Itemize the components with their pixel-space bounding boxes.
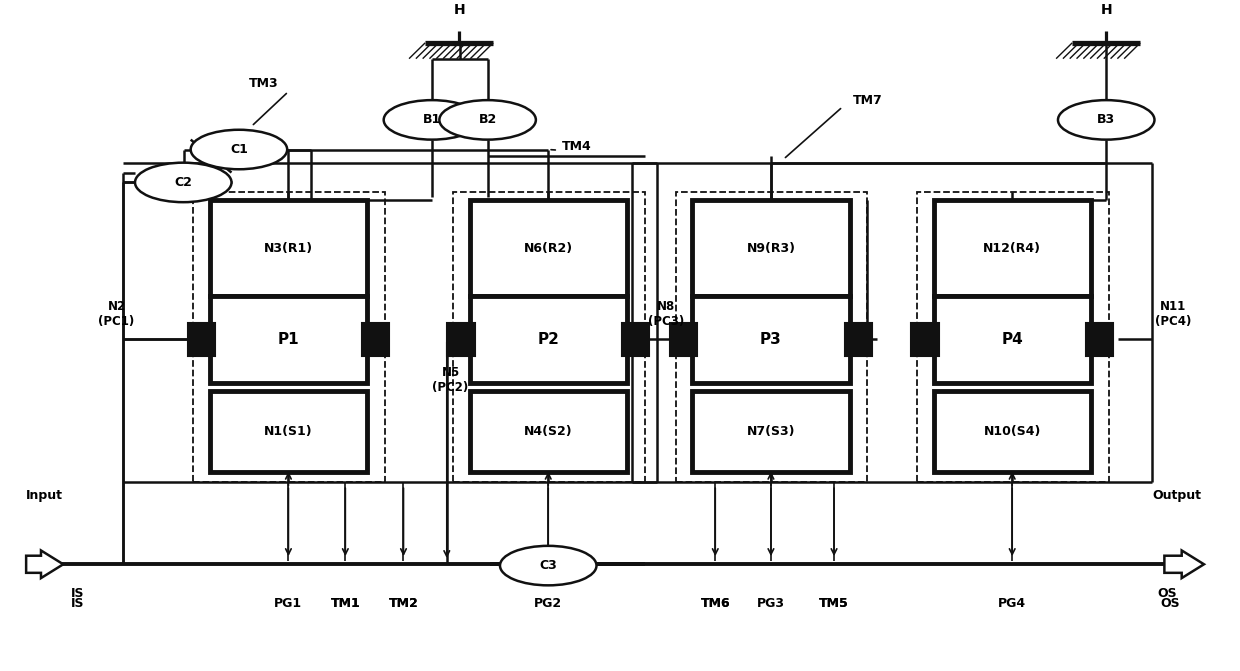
- Bar: [362, 323, 389, 356]
- Bar: [934, 296, 1091, 382]
- Bar: [187, 323, 215, 356]
- Text: Input: Input: [26, 488, 63, 502]
- Text: TM2: TM2: [388, 597, 418, 611]
- Bar: [210, 200, 367, 296]
- Text: N8
(PC3): N8 (PC3): [647, 300, 684, 328]
- Bar: [844, 323, 872, 356]
- Text: PG3: PG3: [756, 597, 785, 611]
- Text: TM7: TM7: [853, 94, 883, 107]
- Bar: [448, 323, 475, 356]
- Text: B3: B3: [1097, 113, 1115, 126]
- Text: N11
(PC4): N11 (PC4): [1154, 300, 1192, 328]
- Bar: [470, 296, 627, 382]
- Text: N4(S2): N4(S2): [525, 425, 573, 438]
- Ellipse shape: [135, 162, 232, 202]
- Text: IS: IS: [72, 587, 84, 601]
- Text: N5
(PC2): N5 (PC2): [433, 366, 469, 394]
- Text: N12(R4): N12(R4): [983, 242, 1042, 254]
- Text: N2
(PC1): N2 (PC1): [98, 300, 135, 328]
- Text: TM5: TM5: [820, 597, 849, 611]
- Text: P4: P4: [1002, 331, 1023, 347]
- Text: TM6: TM6: [701, 597, 730, 611]
- Bar: [916, 193, 1109, 482]
- Text: TM2: TM2: [388, 597, 418, 611]
- Ellipse shape: [191, 130, 288, 169]
- Text: IS: IS: [72, 597, 84, 611]
- Text: C1: C1: [229, 143, 248, 156]
- Text: TM4: TM4: [562, 140, 591, 153]
- Bar: [934, 200, 1091, 296]
- Bar: [210, 391, 367, 472]
- Text: TM1: TM1: [331, 597, 360, 611]
- Text: C3: C3: [539, 559, 557, 572]
- Text: N7(S3): N7(S3): [746, 425, 795, 438]
- Text: N3(R1): N3(R1): [264, 242, 312, 254]
- Text: PG4: PG4: [998, 597, 1027, 611]
- FancyArrow shape: [1164, 550, 1204, 578]
- Text: B2: B2: [479, 113, 497, 126]
- Text: N6(R2): N6(R2): [523, 242, 573, 254]
- Text: P1: P1: [278, 331, 299, 347]
- Ellipse shape: [383, 100, 480, 140]
- Ellipse shape: [439, 100, 536, 140]
- Text: TM1: TM1: [331, 597, 360, 611]
- Text: C2: C2: [175, 176, 192, 189]
- Text: H: H: [1100, 3, 1112, 17]
- Text: P2: P2: [537, 331, 559, 347]
- FancyArrow shape: [26, 550, 63, 578]
- Text: P3: P3: [760, 331, 781, 347]
- Bar: [453, 193, 645, 482]
- Text: N1(S1): N1(S1): [264, 425, 312, 438]
- Bar: [692, 200, 849, 296]
- Text: TM5: TM5: [820, 597, 849, 611]
- Text: OS: OS: [1157, 587, 1177, 601]
- Text: TM3: TM3: [249, 77, 279, 90]
- Text: TM6: TM6: [701, 597, 730, 611]
- Ellipse shape: [1058, 100, 1154, 140]
- Text: PG2: PG2: [534, 597, 562, 611]
- Bar: [911, 323, 939, 356]
- Text: N9(R3): N9(R3): [746, 242, 795, 254]
- Bar: [1086, 323, 1114, 356]
- Bar: [470, 200, 627, 296]
- Text: OS: OS: [1161, 597, 1180, 611]
- Bar: [676, 193, 868, 482]
- Bar: [193, 193, 384, 482]
- Text: N10(S4): N10(S4): [983, 425, 1040, 438]
- Text: Output: Output: [1152, 488, 1202, 502]
- Bar: [934, 391, 1091, 472]
- Bar: [470, 391, 627, 472]
- Bar: [692, 391, 849, 472]
- Text: B1: B1: [423, 113, 441, 126]
- Bar: [210, 296, 367, 382]
- Ellipse shape: [500, 546, 596, 585]
- Bar: [670, 323, 697, 356]
- Text: PG1: PG1: [274, 597, 303, 611]
- Bar: [692, 296, 849, 382]
- Text: H: H: [454, 3, 465, 17]
- Bar: [622, 323, 649, 356]
